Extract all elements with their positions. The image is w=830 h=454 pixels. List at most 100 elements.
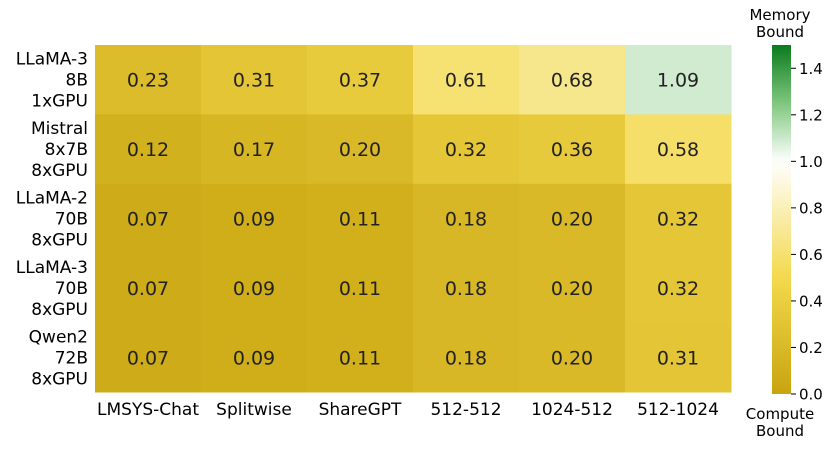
row-label-r4-line0: Qwen2 [29,327,88,347]
cell-value-label-r4-c4: 0.20 [551,347,593,369]
row-label-r3-line2: 8xGPU [31,300,88,320]
row-label-r4-line1: 72B [55,348,88,368]
cell-value-label-r2-c5: 0.32 [657,209,699,231]
heatmap-cell-r0-c0 [95,45,202,115]
colorbar-tick-label: 0.8 [799,199,823,217]
colorbar-tick-label: 1.0 [799,153,823,171]
cell-value-label-r1-c0: 0.12 [127,139,169,161]
heatmap-cell-r2-c4 [519,183,626,254]
heatmap-cell-r3-c1 [201,253,308,324]
heatmap-cell-r0-c5 [625,45,732,115]
cell-value-label-r1-c1: 0.17 [233,139,275,161]
row-label-r3-line0: LLaMA-3 [16,258,88,278]
column-label-1: Splitwise [216,400,292,420]
heatmap-cell-r2-c0 [95,183,202,254]
cell-value-label-r3-c1: 0.09 [233,278,275,300]
heatmap-cell-r3-c0 [95,253,202,324]
heatmap-cell-r3-c4 [519,253,626,324]
cell-value-label-r0-c5: 1.09 [657,70,699,92]
colorbar-tick-label: 1.2 [799,106,823,124]
colorbar-bottom-label-line1: Bound [756,422,804,440]
row-label-r1-line2: 8xGPU [31,161,88,181]
colorbar-tick-label: 0.2 [799,339,823,357]
cell-value-label-r0-c2: 0.37 [339,70,381,92]
heatmap-cell-r3-c3 [413,253,520,324]
cell-value-label-r4-c2: 0.11 [339,347,381,369]
heatmap-cell-r4-c2 [307,322,414,393]
cell-value-label-r0-c3: 0.61 [445,70,487,92]
cell-value-label-r3-c2: 0.11 [339,278,381,300]
cell-value-label-r4-c0: 0.07 [127,347,169,369]
cell-value-label-r1-c2: 0.20 [339,139,381,161]
heatmap-cell-r2-c1 [201,183,308,254]
heatmap-cells [95,45,732,393]
row-label-r2-line2: 8xGPU [31,231,88,251]
heatmap-cell-r1-c5 [625,114,732,185]
heatmap-cell-r4-c4 [519,322,626,393]
column-label-2: ShareGPT [319,400,402,420]
cell-value-label-r1-c3: 0.32 [445,139,487,161]
row-labels: LLaMA-38B1xGPUMistral8x7B8xGPULLaMA-270B… [16,50,88,390]
heatmap-cell-r0-c4 [519,45,626,115]
cell-value-label-r2-c4: 0.20 [551,209,593,231]
heatmap-cell-r2-c2 [307,183,414,254]
heatmap-cell-r4-c5 [625,322,732,393]
heatmap-cell-labels: 0.23 0.31 0.37 0.61 0.68 1.09 0.12 0.17 0.20 0.32… [127,70,699,370]
heatmap-cell-r0-c3 [413,45,520,115]
cell-value-label-r1-c4: 0.36 [551,139,593,161]
colorbar-gradient-bar [772,45,791,394]
cell-value-label-r4-c5: 0.31 [657,347,699,369]
heatmap-cell-r1-c0 [95,114,202,185]
colorbar-tick-label: 0.6 [799,246,823,264]
row-label-r2-line0: LLaMA-2 [16,189,88,209]
cell-value-label-r3-c0: 0.07 [127,278,169,300]
column-labels: LMSYS-Chat Splitwise ShareGPT 512-512 1024-5… [97,400,719,420]
row-label-r1-line1: 8x7B [45,140,88,160]
cell-value-label-r2-c2: 0.11 [339,209,381,231]
heatmap-cell-r0-c2 [307,45,414,115]
row-label-r1-line0: Mistral [31,119,88,139]
colorbar-tick-label: 0.0 [799,386,823,404]
row-label-r0-line0: LLaMA-3 [16,50,88,70]
cell-value-label-r3-c5: 0.32 [657,278,699,300]
colorbar-tick-label: 1.4 [799,60,823,78]
heatmap-cell-r1-c3 [413,114,520,185]
cell-value-label-r2-c1: 0.09 [233,209,275,231]
heatmap-cell-r2-c3 [413,183,520,254]
colorbar-tick-label: 0.4 [799,292,823,310]
heatmap-cell-r1-c1 [201,114,308,185]
heatmap-cell-r0-c1 [201,45,308,115]
column-label-4: 1024-512 [531,400,613,420]
heatmap-cell-r3-c5 [625,253,732,324]
heatmap-cell-r1-c2 [307,114,414,185]
column-label-5: 512-1024 [637,400,719,420]
cell-value-label-r0-c0: 0.23 [127,70,169,92]
column-label-0: LMSYS-Chat [97,400,199,420]
row-label-r2-line1: 70B [55,210,88,230]
row-label-r0-line1: 8B [66,71,88,91]
colorbar-bottom-label-line0: Compute [746,405,814,423]
row-label-r0-line2: 1xGPU [31,92,88,112]
colorbar-top-label-line0: Memory [749,6,810,24]
cell-value-label-r1-c5: 0.58 [657,139,699,161]
heatmap-cell-r1-c4 [519,114,626,185]
cell-value-label-r4-c1: 0.09 [233,347,275,369]
row-label-r3-line1: 70B [55,279,88,299]
cell-value-label-r0-c4: 0.68 [551,70,593,92]
cell-value-label-r3-c4: 0.20 [551,278,593,300]
colorbar: 0.00.20.40.60.81.01.21.4MemoryBoundCompu… [746,6,823,440]
cell-value-label-r2-c3: 0.18 [445,209,487,231]
cell-value-label-r4-c3: 0.18 [445,347,487,369]
heatmap-cell-r3-c2 [307,253,414,324]
cell-value-label-r2-c0: 0.07 [127,209,169,231]
row-label-r4-line2: 8xGPU [31,369,88,389]
heatmap-cell-r2-c5 [625,183,732,254]
heatmap-cell-r4-c1 [201,322,308,393]
colorbar-top-label-line1: Bound [756,23,804,41]
cell-value-label-r0-c1: 0.31 [233,70,275,92]
column-label-3: 512-512 [430,400,501,420]
heatmap-cell-r4-c3 [413,322,520,393]
cell-value-label-r3-c3: 0.18 [445,278,487,300]
